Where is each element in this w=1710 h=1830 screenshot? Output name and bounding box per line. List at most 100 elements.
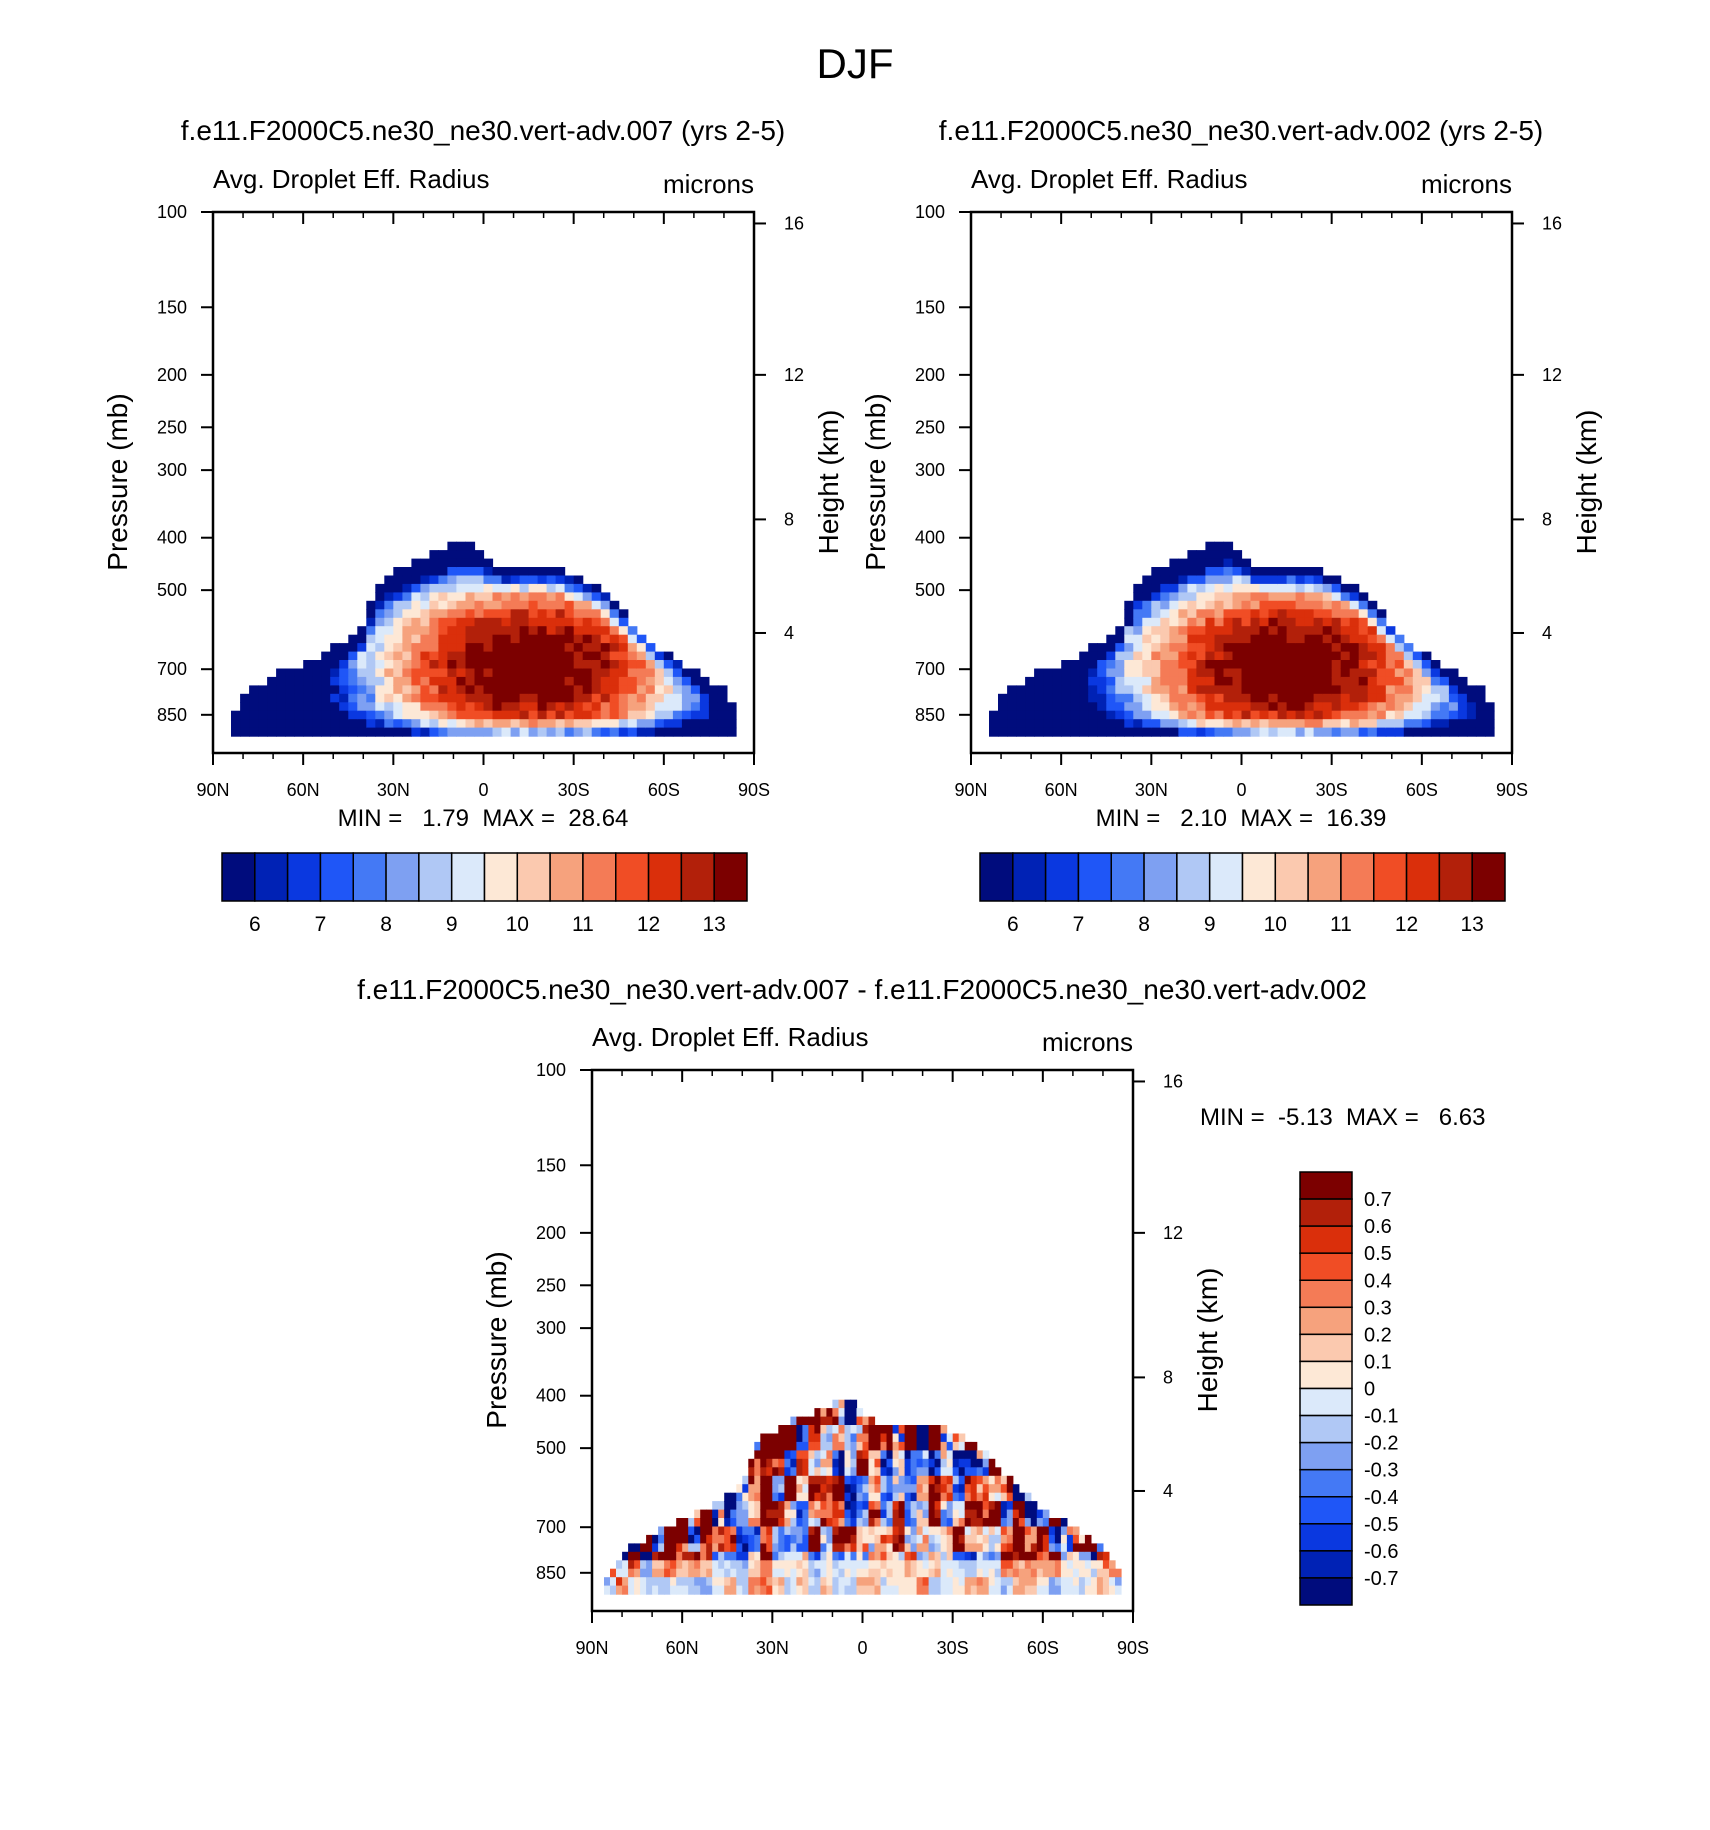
field-cell (976, 1518, 984, 1528)
field-cell (940, 1518, 948, 1528)
field-cell (339, 660, 349, 670)
field-cell (1007, 693, 1017, 703)
field-cell (627, 651, 638, 661)
field-cell (357, 643, 367, 653)
field-cell (778, 1501, 785, 1511)
field-cell (465, 617, 476, 627)
x-tick-label: 30N (1135, 780, 1168, 800)
field-cell (501, 719, 512, 729)
field-cell (1060, 1518, 1068, 1528)
field-cell (1205, 660, 1215, 670)
field-cell (1043, 676, 1053, 686)
field-cell (664, 1568, 671, 1578)
field-cell (838, 1560, 846, 1570)
field-cell (357, 702, 367, 712)
field-cell (618, 660, 629, 670)
field-cell (1394, 702, 1405, 712)
field-cell (1403, 702, 1414, 712)
field-cell (1061, 727, 1071, 737)
field-cell (564, 719, 575, 729)
field-cell (772, 1492, 779, 1502)
field-cell (994, 1501, 1002, 1511)
field-cell (1259, 719, 1270, 729)
field-cell (850, 1526, 858, 1536)
field-cell (934, 1577, 942, 1587)
x-tick-label: 90S (738, 780, 770, 800)
field-cell (1304, 626, 1315, 636)
field-cell (1151, 643, 1161, 653)
field-cell (357, 676, 367, 686)
field-cell (898, 1518, 906, 1528)
field-cell (645, 651, 656, 661)
field-cell (600, 626, 611, 636)
field-cell (681, 702, 692, 712)
field-cell (339, 702, 349, 712)
field-cell (1313, 592, 1324, 602)
field-cell (652, 1568, 659, 1578)
field-cell (730, 1518, 737, 1528)
field-cell (1277, 651, 1288, 661)
field-cell (1475, 727, 1486, 737)
field-cell (420, 668, 430, 678)
field-cell (784, 1484, 791, 1494)
x-tick-label: 0 (857, 1638, 867, 1658)
field-cell (730, 1534, 737, 1544)
field-cell (970, 1585, 978, 1595)
field-cell (1106, 676, 1116, 686)
field-cell (465, 575, 476, 585)
field-cell (826, 1568, 833, 1578)
y-tick-label: 850 (157, 705, 187, 725)
field-cell (1196, 592, 1206, 602)
field-cell (982, 1585, 990, 1595)
field-cell (249, 727, 259, 737)
field-cell (438, 668, 448, 678)
field-cell (646, 1568, 653, 1578)
field-cell (1000, 1543, 1008, 1553)
field-cell (826, 1526, 833, 1536)
y-right-tick-label: 4 (1163, 1481, 1173, 1501)
field-cell (1187, 643, 1197, 653)
field-cell (1412, 710, 1423, 720)
field-cell (1268, 710, 1279, 720)
field-cell (946, 1585, 954, 1595)
field-cell (1214, 626, 1225, 636)
field-cell (1376, 609, 1387, 619)
field-cell (1012, 1518, 1020, 1528)
field-cell (802, 1475, 809, 1485)
field-cell (850, 1416, 858, 1426)
field-cell (330, 702, 340, 712)
field-cell (1304, 693, 1315, 703)
field-cell (429, 693, 439, 703)
field-cell (411, 702, 421, 712)
field-cell (375, 727, 385, 737)
field-cell (1286, 626, 1297, 636)
field-cell (429, 617, 439, 627)
field-cell (1115, 1577, 1122, 1587)
field-cell (699, 710, 710, 720)
field-cell (784, 1526, 791, 1536)
field-cell (420, 727, 430, 737)
field-cell (546, 609, 557, 619)
field-cell (1030, 1560, 1038, 1570)
field-cell (928, 1425, 936, 1435)
field-cell (1430, 727, 1441, 737)
field-cell (1241, 693, 1252, 703)
field-cell (1457, 727, 1468, 737)
field-cell (970, 1492, 978, 1502)
field-cell (474, 719, 485, 729)
field-cell (1376, 719, 1387, 729)
field-cell (922, 1433, 930, 1443)
panel-3-field (604, 1399, 1122, 1595)
field-cell (528, 685, 539, 695)
field-cell (357, 727, 367, 737)
field-cell (964, 1441, 972, 1451)
field-cell (1187, 609, 1197, 619)
field-cell (330, 643, 340, 653)
field-cell (1024, 1492, 1032, 1502)
field-cell (1196, 600, 1206, 610)
field-cell (796, 1577, 803, 1587)
field-cell (447, 719, 457, 729)
field-cell (964, 1492, 972, 1502)
field-cell (690, 719, 701, 729)
field-cell (429, 727, 439, 737)
